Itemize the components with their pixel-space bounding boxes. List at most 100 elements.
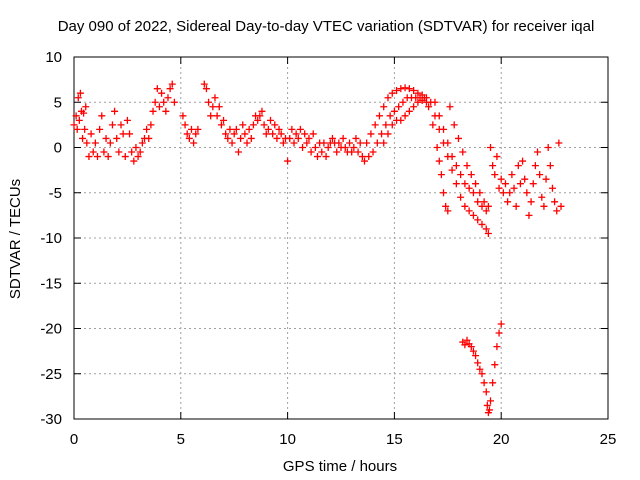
data-point [72,112,80,120]
data-point [102,134,110,142]
data-point [74,94,82,102]
data-point [228,139,236,147]
data-point [544,144,552,151]
data-point [519,157,527,165]
data-point [452,162,460,170]
data-point [264,125,272,133]
data-point [267,116,275,124]
data-point [508,171,516,179]
data-point [104,153,112,161]
data-point [489,162,497,170]
x-axis-label: GPS time / hours [283,458,397,475]
x-tick-label: 10 [279,431,296,448]
data-point [484,202,492,210]
data-point [369,148,377,156]
data-point [220,116,228,124]
data-point [487,144,495,151]
data-point [128,148,136,156]
data-point [76,89,84,97]
data-point [371,121,379,129]
data-point [81,125,89,133]
data-point [465,184,473,192]
data-point [269,130,277,138]
data-point [516,180,524,188]
data-point [551,198,559,206]
data-point [491,361,499,369]
y-tick-label: -15 [40,275,62,292]
data-point [523,189,531,197]
data-point [286,134,294,142]
data-point [442,202,450,210]
data-point [211,94,219,102]
data-point [284,157,292,165]
data-point [499,189,507,197]
data-point [360,157,368,165]
data-point [506,189,514,197]
data-point [138,139,146,147]
data-point [245,125,253,133]
x-tick-label: 0 [70,431,78,448]
data-point [440,125,448,133]
data-point [153,85,161,93]
data-point [386,112,394,120]
data-point [482,388,490,396]
data-point [82,103,90,111]
data-point [444,207,452,215]
data-point [80,109,88,117]
data-point [463,162,471,170]
data-point [431,98,439,106]
data-point [469,347,477,355]
data-point [546,162,554,170]
data-point [487,397,495,405]
data-point [243,139,251,147]
data-point [440,189,448,197]
data-point [290,139,298,147]
data-point [542,175,550,183]
data-point [367,130,375,138]
data-point [190,139,198,147]
data-point [256,112,264,120]
data-point [91,139,99,147]
data-point [162,107,170,115]
data-point [435,112,443,120]
data-point [491,171,499,179]
data-point [484,229,492,237]
data-point [207,112,215,120]
data-point [469,211,477,219]
data-point [155,103,163,111]
data-point [373,139,381,147]
data-point [108,121,116,129]
data-point [444,139,452,147]
data-point [277,130,285,138]
tick-labels: 0 5 10 15 20 25 -30 -25 -20 -15 -10 -5 0 5 10 [40,49,616,448]
data-point [363,139,371,147]
data-point [183,130,191,138]
data-point [271,121,279,129]
data-point [399,98,407,106]
data-point [279,139,287,147]
y-tick-label: 10 [45,49,62,66]
x-tick-label: 5 [177,431,185,448]
data-point [106,139,114,147]
data-point [217,121,225,129]
axis-ticks [73,56,609,420]
data-point [485,406,493,414]
data-point [433,144,441,151]
data-point [497,175,505,183]
data-point [89,148,97,156]
data-point [378,130,386,138]
data-point [450,121,458,129]
data-point [380,103,388,111]
data-point [160,98,168,106]
data-point [384,94,392,102]
data-point [478,220,486,228]
data-point [185,134,193,142]
data-point [495,184,503,192]
data-point [117,121,125,129]
data-point [514,162,522,170]
y-tick-label: -20 [40,321,62,338]
data-point [414,98,422,106]
data-point [166,85,174,93]
data-point [348,148,356,156]
data-point [478,370,486,378]
